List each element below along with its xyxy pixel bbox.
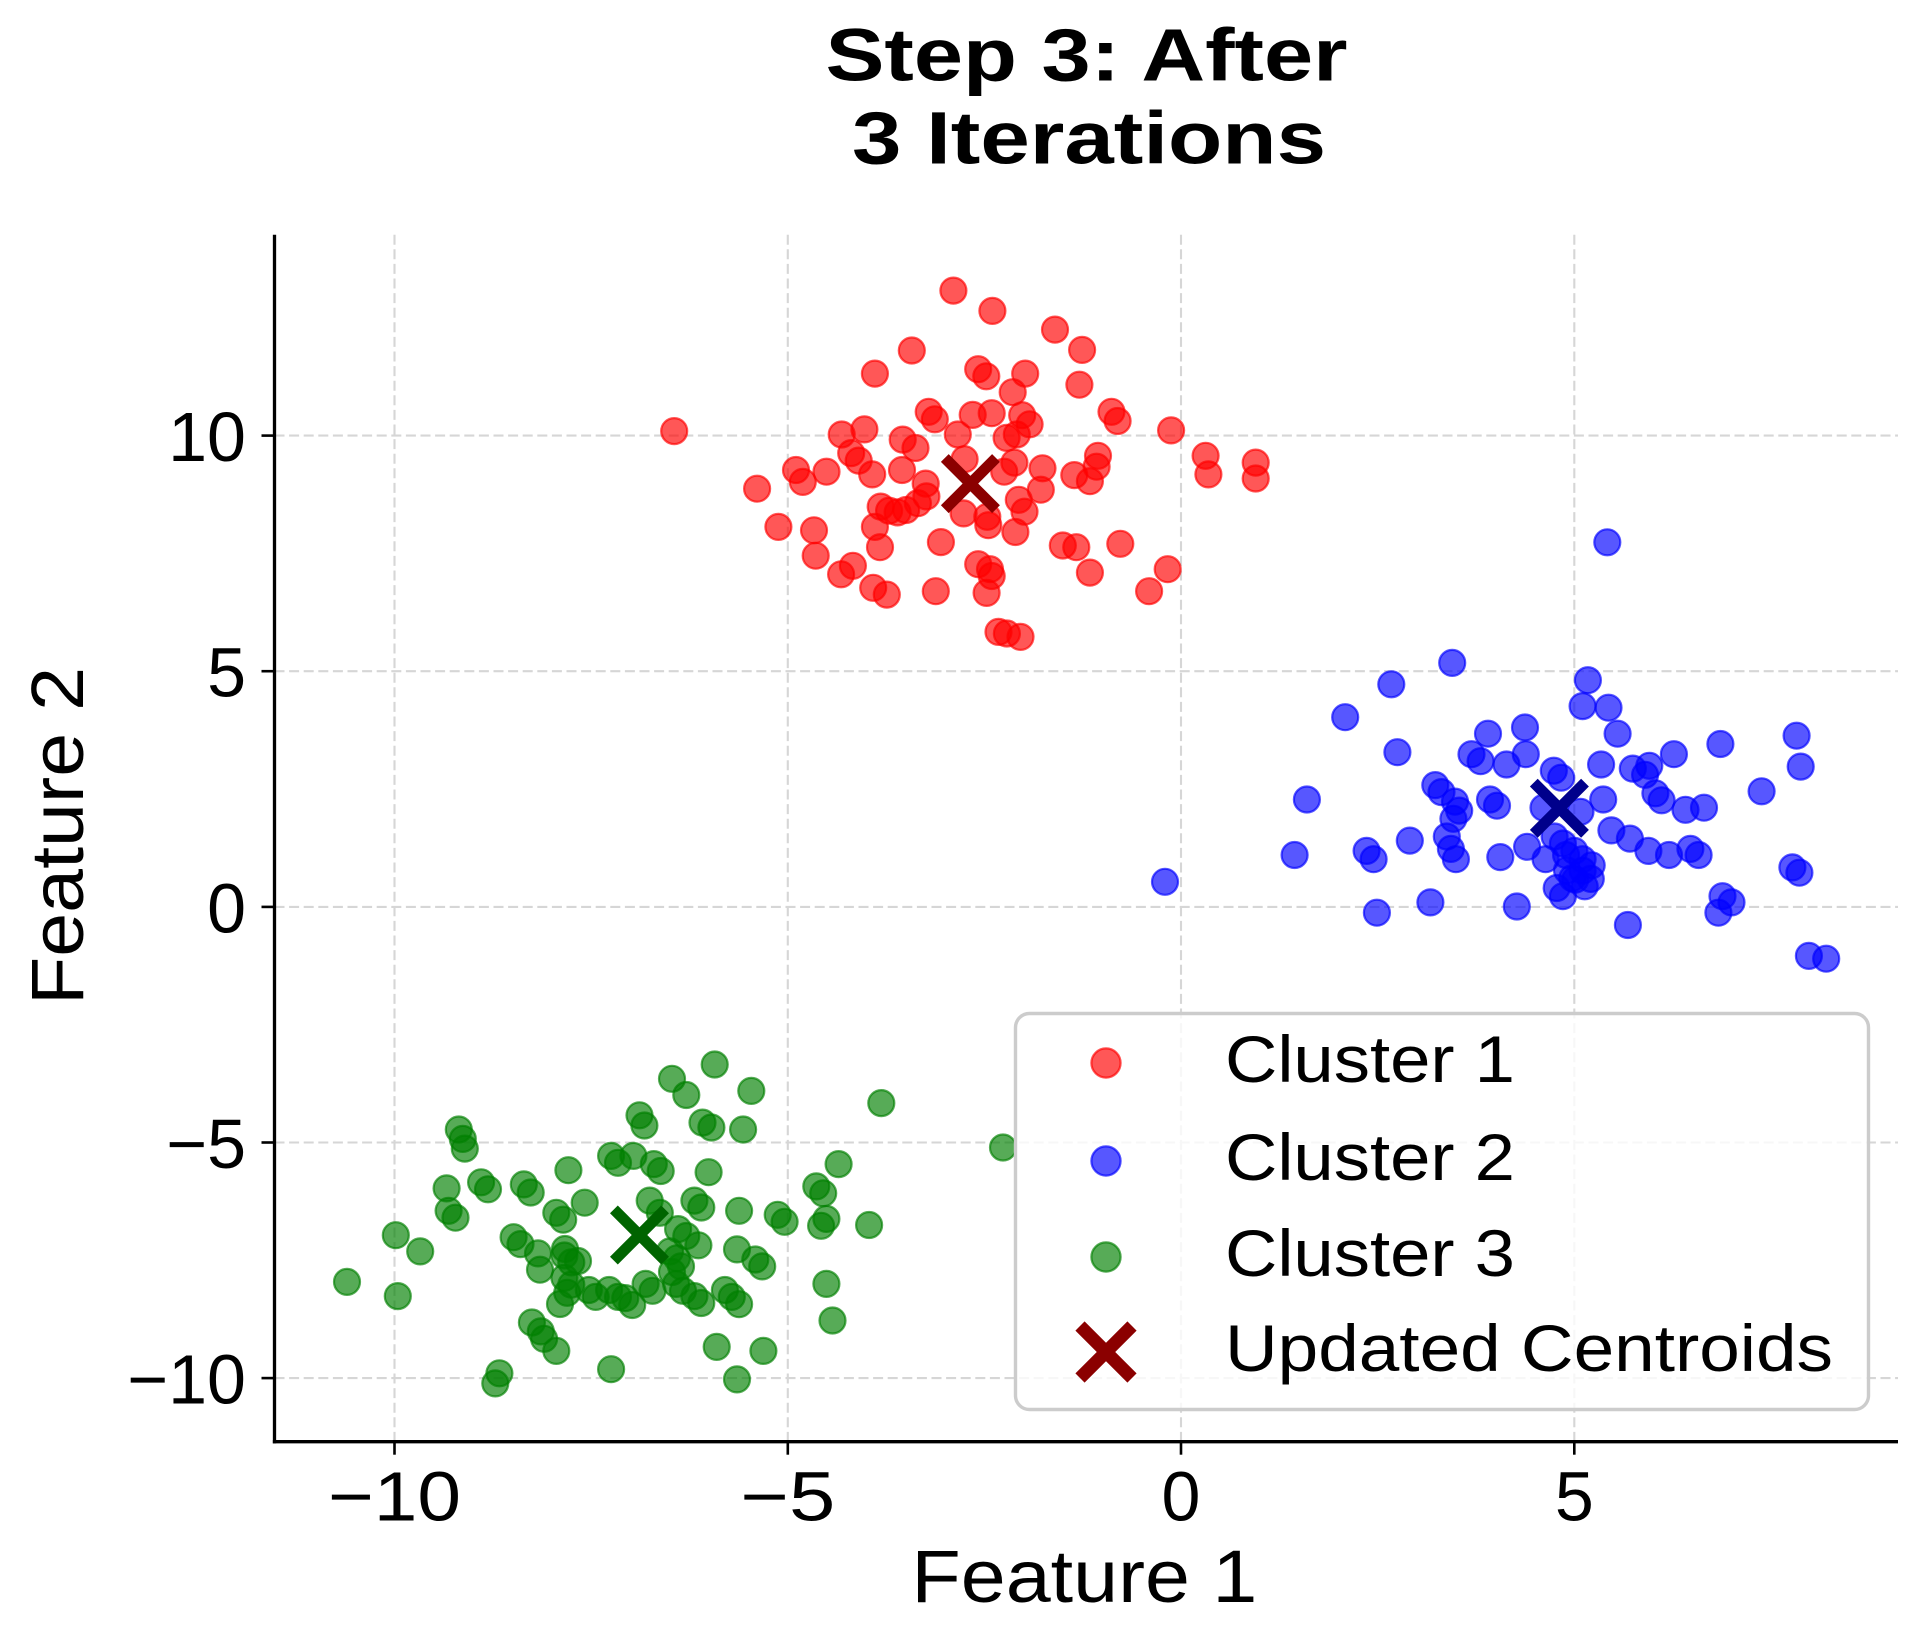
svg-text:Cluster 2: Cluster 2: [1225, 1120, 1515, 1194]
svg-text:5: 5: [1555, 1458, 1594, 1536]
svg-text:Feature 2: Feature 2: [16, 667, 99, 1005]
svg-text:Cluster 3: Cluster 3: [1225, 1216, 1515, 1290]
svg-text:Cluster 1: Cluster 1: [1225, 1022, 1515, 1096]
svg-text:−5: −5: [740, 1458, 835, 1536]
svg-text:−10: −10: [328, 1458, 461, 1536]
svg-text:Step 3: After: Step 3: After: [826, 14, 1348, 97]
svg-text:3 Iterations: 3 Iterations: [852, 96, 1326, 179]
svg-text:0: 0: [1162, 1458, 1201, 1536]
svg-text:Feature 1: Feature 1: [911, 1535, 1257, 1618]
svg-text:5: 5: [207, 634, 246, 712]
svg-text:0: 0: [207, 869, 246, 947]
svg-text:−5: −5: [166, 1105, 246, 1183]
svg-text:−10: −10: [127, 1341, 246, 1419]
svg-text:Updated Centroids: Updated Centroids: [1225, 1311, 1833, 1385]
svg-text:10: 10: [168, 398, 246, 476]
